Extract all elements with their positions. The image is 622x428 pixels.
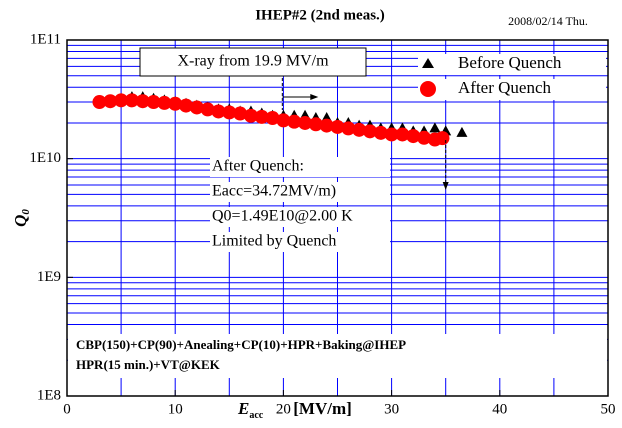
data-point	[352, 122, 367, 137]
y-label-main: Q	[11, 215, 30, 227]
x-tick-label: 20	[276, 401, 291, 417]
annotation: Eacc=34.72MV/m)	[212, 183, 336, 200]
annotation-bg	[210, 157, 390, 177]
x-tick-label: 30	[384, 401, 399, 417]
data-point	[135, 94, 150, 109]
x-tick-label: 10	[168, 401, 183, 417]
x-tick-label: 40	[492, 401, 507, 417]
data-point	[157, 95, 172, 110]
legend-swatch	[420, 81, 436, 97]
data-point	[417, 130, 432, 145]
arrow-head	[310, 94, 319, 100]
data-point	[211, 104, 226, 119]
legend-label: After Quench	[458, 78, 551, 97]
note-box	[68, 334, 607, 378]
legend-label: Before Quench	[458, 53, 562, 72]
data-point	[243, 108, 258, 123]
x-axis-label: Eacc [MV/m]	[237, 399, 352, 421]
note: HPR(15 min.)+VT@KEK	[76, 357, 221, 372]
x-label-main: E	[237, 399, 249, 418]
annotation: Q0=1.49E10@2.00 K	[212, 208, 353, 225]
data-point	[254, 109, 269, 124]
data-point	[265, 111, 280, 126]
data-point	[330, 119, 345, 134]
data-point	[435, 131, 450, 146]
data-point	[341, 121, 356, 136]
plot-frame	[66, 39, 609, 397]
y-axis-label: Q0	[11, 209, 32, 227]
data-point	[124, 93, 139, 108]
legend-bg	[418, 79, 606, 100]
data-point	[287, 114, 302, 129]
data-point	[319, 118, 334, 133]
data-point	[92, 95, 107, 110]
y-tick-label: 1E11	[30, 31, 61, 47]
data-point	[233, 106, 248, 121]
data-point	[384, 127, 399, 142]
y-tick-label: 1E10	[29, 150, 61, 166]
annotation-bg	[210, 182, 390, 202]
data-point	[395, 127, 410, 142]
data-point	[189, 100, 204, 115]
x-label-sub: acc	[249, 410, 263, 421]
x-tick-label: 50	[601, 401, 616, 417]
data-point	[456, 126, 468, 137]
data-point	[308, 117, 323, 132]
legend-bg	[418, 54, 606, 75]
data-point	[114, 93, 129, 108]
x-tick-label: 0	[63, 401, 71, 417]
annotation: After Quench:	[212, 158, 304, 175]
arrow-head	[442, 182, 449, 190]
y-tick-label: 1E9	[37, 269, 61, 285]
data-point	[406, 129, 421, 144]
y-tick-label: 1E8	[37, 387, 61, 403]
date: 2008/02/14 Thu.	[508, 14, 588, 28]
chart-title: IHEP#2 (2nd meas.)	[255, 7, 385, 23]
data-point	[103, 94, 118, 109]
data-point	[362, 124, 377, 139]
data-point	[373, 125, 388, 140]
annotation-bg	[210, 207, 390, 227]
annotation-box	[139, 47, 367, 77]
data-point	[146, 95, 161, 110]
data-point	[298, 115, 313, 130]
x-label-unit: [MV/m]	[293, 399, 352, 418]
data-point	[222, 105, 237, 120]
y-label-sub: 0	[20, 209, 32, 215]
data-point	[200, 102, 215, 117]
annotation: X-ray from 19.9 MV/m	[177, 53, 329, 70]
data-point	[276, 113, 291, 128]
legend-swatch	[422, 58, 434, 68]
data-point	[179, 98, 194, 113]
data-point	[429, 122, 441, 133]
note: CBP(150)+CP(90)+Anealing+CP(10)+HPR+Baki…	[76, 337, 406, 352]
data-point	[168, 96, 183, 111]
annotation: Limited by Quench	[212, 233, 336, 250]
annotation-bg	[210, 232, 390, 252]
